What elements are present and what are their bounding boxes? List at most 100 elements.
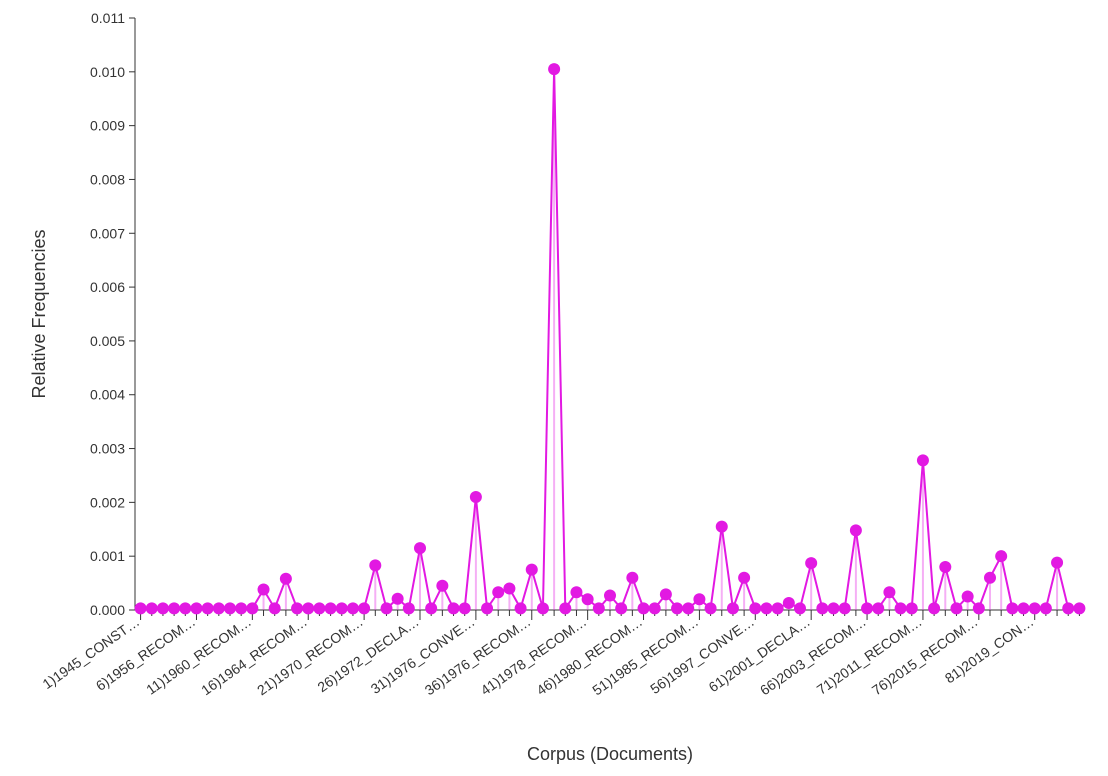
data-point [638,602,650,614]
data-point [1018,602,1030,614]
data-point [157,602,169,614]
data-point [760,602,772,614]
data-point [1006,602,1018,614]
data-point [861,602,873,614]
y-tick-label: 0.003 [90,441,125,457]
data-point [928,602,940,614]
data-point [582,593,594,605]
data-point [190,602,202,614]
data-point [1040,602,1052,614]
data-point [593,602,605,614]
data-point [224,602,236,614]
data-point [1029,602,1041,614]
data-point [336,602,348,614]
data-point [526,564,538,576]
data-point [805,557,817,569]
data-point [772,602,784,614]
data-point [515,602,527,614]
data-point [425,602,437,614]
data-point [671,602,683,614]
data-point [995,550,1007,562]
data-point [403,602,415,614]
frequency-chart: 0.000 0.001 0.002 0.003 0.004 0.005 0.006 0.007… [0,0,1108,776]
data-point [850,524,862,536]
data-point [727,602,739,614]
data-point [816,602,828,614]
data-point [358,602,370,614]
data-point [906,602,918,614]
data-point [839,602,851,614]
data-point [794,602,806,614]
data-point [559,602,571,614]
data-point [939,561,951,573]
x-axis-label: Corpus (Documents) [527,744,693,764]
data-point [749,602,761,614]
data-point [872,602,884,614]
y-tick-label: 0.007 [90,225,125,241]
data-point [984,572,996,584]
y-tick-label: 0.001 [90,548,125,564]
data-point [1062,602,1074,614]
data-point [492,586,504,598]
data-point [135,602,147,614]
data-point [168,602,180,614]
data-point [1073,602,1085,614]
data-point [481,602,493,614]
y-tick-label: 0.011 [91,10,125,26]
chart-container: 0.000 0.001 0.002 0.003 0.004 0.005 0.006 0.007… [0,0,1108,776]
data-point [235,602,247,614]
data-point [347,602,359,614]
data-point [716,521,728,533]
data-point [392,593,404,605]
y-tick-label: 0.000 [90,602,125,618]
data-point [503,582,515,594]
data-point [1051,557,1063,569]
data-point [380,602,392,614]
y-tick-label: 0.010 [90,64,125,80]
data-point [213,602,225,614]
data-point [537,602,549,614]
data-point [179,602,191,614]
data-point [660,588,672,600]
data-point [470,491,482,503]
y-axis-label: Relative Frequencies [29,229,49,398]
data-point [693,593,705,605]
data-point [682,602,694,614]
data-point [548,63,560,75]
y-tick-label: 0.005 [90,333,125,349]
data-point [895,602,907,614]
data-point [705,602,717,614]
y-tick-label: 0.004 [90,387,125,403]
data-point [738,572,750,584]
y-tick-label: 0.002 [90,494,125,510]
data-point [459,602,471,614]
data-point [302,602,314,614]
data-point [448,602,460,614]
data-point [649,602,661,614]
data-point [202,602,214,614]
data-point [828,602,840,614]
data-point [973,602,985,614]
data-point [883,586,895,598]
data-point [626,572,638,584]
data-point [325,602,337,614]
data-point [615,602,627,614]
y-tick-label: 0.006 [90,279,125,295]
data-point [962,591,974,603]
data-point [570,586,582,598]
data-point [604,589,616,601]
y-tick-label: 0.008 [90,171,125,187]
y-tick-label: 0.009 [90,118,125,134]
data-point [783,597,795,609]
data-point [436,580,448,592]
data-point [246,602,258,614]
data-point [950,602,962,614]
data-point [917,454,929,466]
data-point [258,584,270,596]
data-point [313,602,325,614]
data-point [269,602,281,614]
data-point [146,602,158,614]
data-point [280,573,292,585]
data-point [291,602,303,614]
data-point [369,559,381,571]
